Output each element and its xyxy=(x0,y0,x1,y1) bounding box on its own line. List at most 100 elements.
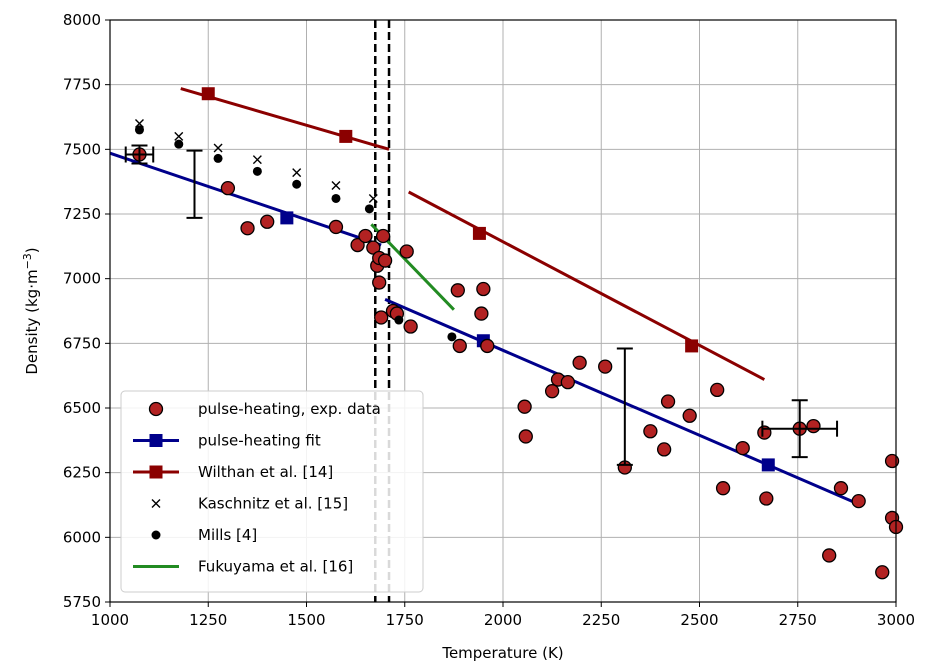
data-point xyxy=(452,338,467,354)
legend-box xyxy=(120,390,424,593)
error-bars xyxy=(124,144,839,466)
data-point xyxy=(220,180,236,196)
data-point xyxy=(710,382,725,398)
legend-marker xyxy=(149,434,163,447)
y-tick-label: 7000 xyxy=(63,270,101,288)
data-point xyxy=(518,429,533,444)
data-point xyxy=(174,131,184,141)
data-point xyxy=(174,139,184,149)
y-axis-label: Density (kg·m−3) xyxy=(21,247,41,374)
x-tick-label: 2500 xyxy=(680,611,718,629)
legend-label: pulse-heating, exp. data xyxy=(198,400,381,418)
error-bar xyxy=(616,347,633,466)
y-axis-label-exponent: −3 xyxy=(21,253,34,269)
series-mills-4 xyxy=(134,125,457,342)
x-tick-label: 1750 xyxy=(386,611,424,629)
data-point xyxy=(851,493,866,509)
data-point xyxy=(715,481,731,496)
data-point xyxy=(252,155,262,165)
x-tick-label: 1250 xyxy=(189,611,227,629)
x-tick-label: 3000 xyxy=(877,611,915,629)
y-axis-ticks: 5750 6000 6250 6500 6750 7000 7250 7500 7750 8000 xyxy=(63,11,110,611)
legend-marker xyxy=(151,499,161,508)
data-point xyxy=(450,283,465,298)
x-tick-label: 1500 xyxy=(287,611,325,629)
data-point xyxy=(134,118,144,128)
legend-entry: Wilthan et al. [14] xyxy=(133,463,333,481)
legend-entry: Mills [4] xyxy=(151,526,257,544)
data-point xyxy=(350,237,365,253)
data-point xyxy=(643,424,658,439)
data-point xyxy=(822,548,837,563)
data-point xyxy=(833,481,849,496)
series-line-segment xyxy=(407,190,766,381)
data-point xyxy=(884,453,900,469)
data-point xyxy=(480,338,495,354)
series-pulse-heating-exp-data xyxy=(132,147,904,580)
x-axis-ticks: 1000 1250 1500 1750 2000 2250 2500 2750 3000 xyxy=(91,602,915,629)
x-tick-label: 1000 xyxy=(91,611,129,629)
data-point xyxy=(374,310,389,325)
error-bar xyxy=(186,149,203,219)
x-tick-label: 2750 xyxy=(779,611,817,629)
data-point xyxy=(598,359,613,374)
y-tick-label: 6500 xyxy=(63,399,101,417)
x-tick-label: 2250 xyxy=(582,611,620,629)
data-point xyxy=(134,125,144,135)
data-point xyxy=(331,193,341,203)
data-point xyxy=(213,143,223,153)
data-point xyxy=(377,253,393,268)
y-tick-label: 6250 xyxy=(63,464,101,482)
y-tick-label: 6750 xyxy=(63,334,101,352)
series-marker xyxy=(280,211,294,225)
y-axis-label-close: ) xyxy=(23,247,41,253)
series-marker xyxy=(472,226,486,240)
data-point xyxy=(544,384,560,399)
legend-entry: pulse-heating, exp. data xyxy=(148,400,381,418)
series-marker xyxy=(201,87,215,101)
legend-label: Fukuyama et al. [16] xyxy=(198,558,353,576)
data-point xyxy=(759,491,774,506)
data-point xyxy=(656,442,672,457)
data-point xyxy=(260,214,275,229)
series-wilthan-et-al-14 xyxy=(180,87,766,381)
series-marker xyxy=(761,458,775,472)
series-marker xyxy=(685,339,699,353)
error-bar xyxy=(124,144,155,165)
plot-area xyxy=(109,87,904,580)
series-line-segment xyxy=(384,297,862,507)
y-tick-label: 7500 xyxy=(63,140,101,158)
y-tick-label: 6000 xyxy=(63,528,101,546)
data-point xyxy=(474,306,489,321)
legend: pulse-heating, exp. data pulse-heating fi… xyxy=(120,390,424,593)
data-point xyxy=(682,408,697,423)
error-bar xyxy=(761,399,839,459)
legend-entry: pulse-heating fit xyxy=(133,432,321,450)
series-kaschnitz-et-al-15 xyxy=(134,118,378,203)
data-point xyxy=(447,332,457,342)
legend-marker xyxy=(151,530,161,540)
data-point xyxy=(560,374,575,390)
data-point xyxy=(292,179,302,189)
data-point xyxy=(476,281,491,297)
data-point xyxy=(331,181,341,191)
y-tick-label: 5750 xyxy=(63,593,101,611)
legend-entry: Kaschnitz et al. [15] xyxy=(151,495,348,513)
legend-label: pulse-heating fit xyxy=(198,432,321,450)
data-point xyxy=(375,228,391,244)
legend-label: Kaschnitz et al. [15] xyxy=(198,495,348,513)
data-point xyxy=(368,193,378,203)
data-point xyxy=(875,565,890,580)
data-point xyxy=(403,319,418,334)
y-tick-label: 7750 xyxy=(63,76,101,94)
data-point xyxy=(399,244,414,259)
legend-entry: Fukuyama et al. [16] xyxy=(133,558,353,576)
legend-label: Mills [4] xyxy=(198,526,257,544)
data-point xyxy=(358,228,373,244)
data-point xyxy=(364,204,374,214)
data-point xyxy=(292,168,302,178)
y-axis-label-main: Density (kg·m xyxy=(23,269,41,374)
data-point xyxy=(240,221,255,236)
data-point xyxy=(394,315,404,325)
